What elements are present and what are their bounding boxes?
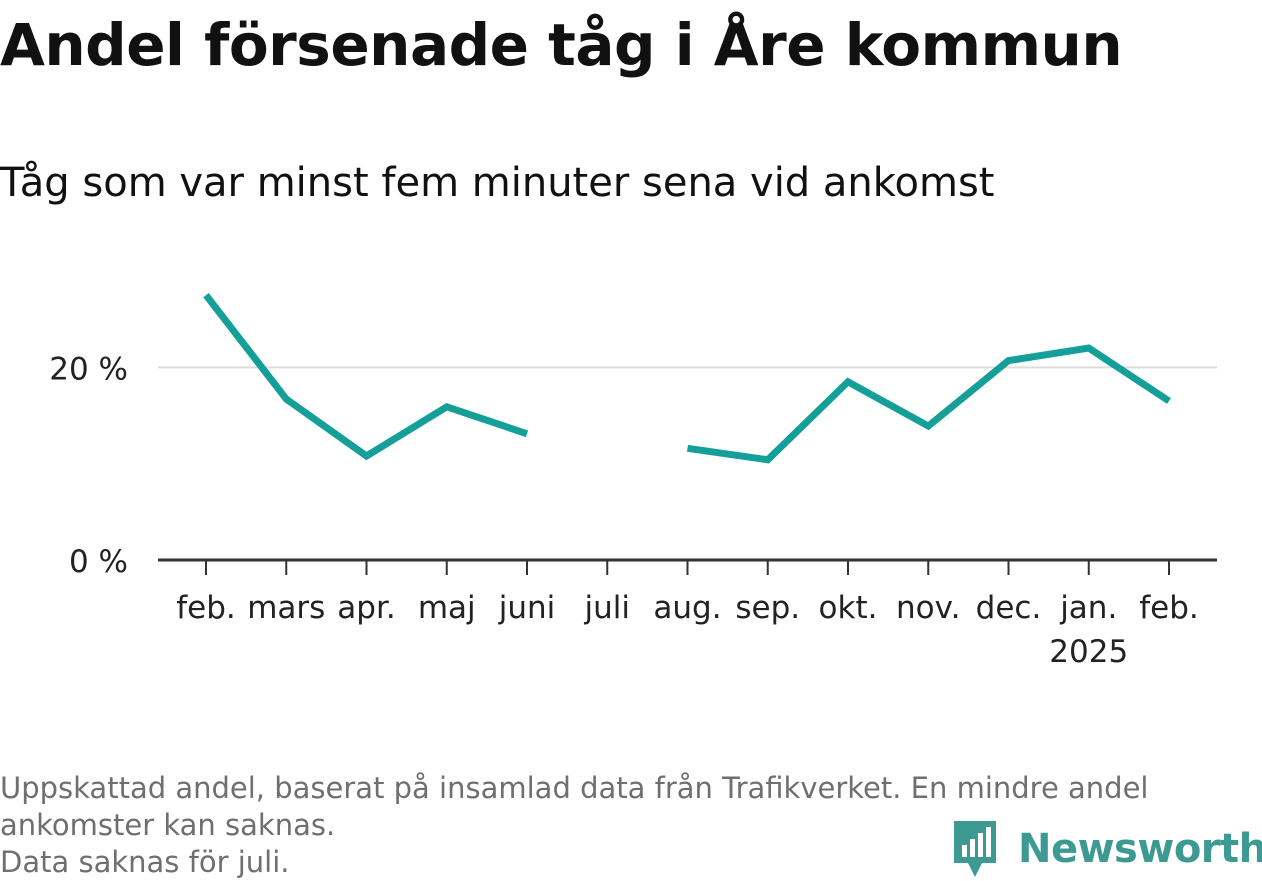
x-tick-label: juni (498, 590, 556, 626)
x-tick-label: apr. (337, 590, 395, 626)
x-tick-label: okt. (819, 590, 878, 626)
x-tick-label: nov. (896, 590, 960, 626)
footnote-line-1: Uppskattad andel, baserat på insamlad da… (0, 770, 1250, 807)
brand-name: Newsworthy (1018, 826, 1262, 872)
x-tick-label: mars (247, 590, 325, 626)
y-tick-label: 20 % (49, 351, 128, 387)
x-tick-label: dec. (976, 590, 1042, 626)
x-tick-label: jan. (1059, 590, 1117, 626)
x-tick-sublabel: 2025 (1049, 634, 1128, 670)
x-tick-label: maj (418, 590, 476, 626)
x-tick-label: aug. (653, 590, 721, 626)
x-tick-label: feb. (1139, 590, 1199, 626)
series-line (206, 295, 1169, 460)
brand-logo: Newsworthy (950, 818, 1262, 880)
newsworthy-logo-icon (950, 819, 1000, 879)
y-tick-label: 0 % (69, 544, 128, 580)
x-tick-label: sep. (735, 590, 800, 626)
x-tick-label: feb. (176, 590, 236, 626)
x-tick-label: juli (584, 590, 631, 626)
